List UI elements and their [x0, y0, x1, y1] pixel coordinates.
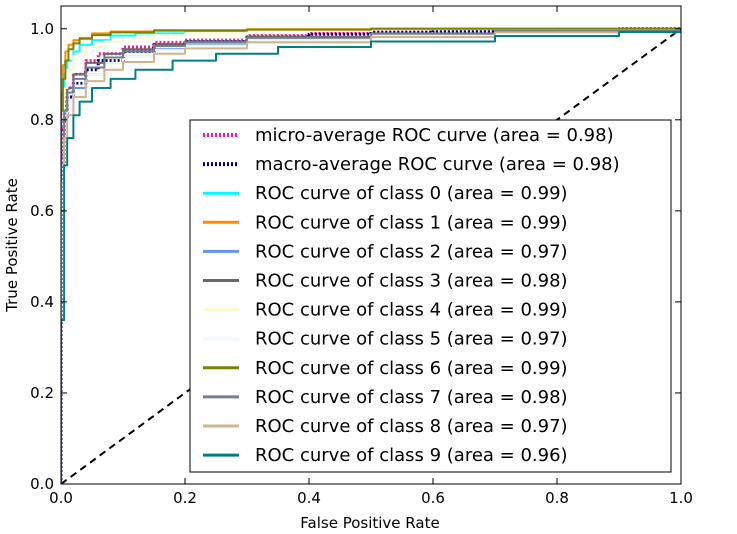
y-tick-label: 0.8	[30, 111, 54, 129]
y-tick-label: 0.2	[30, 384, 54, 402]
y-tick-label: 1.0	[30, 20, 54, 38]
x-tick-label: 0.4	[297, 489, 321, 507]
roc-curve-9	[61, 28, 681, 484]
legend-label-5: ROC curve of class 3 (area = 0.98)	[255, 271, 568, 292]
x-tick-label: 0.6	[421, 489, 445, 507]
x-tick-label: 0.8	[545, 489, 569, 507]
roc-curve-10	[61, 28, 681, 484]
roc-curve-6	[61, 28, 681, 484]
roc-curve-11	[61, 28, 681, 484]
legend-label-7: ROC curve of class 5 (area = 0.97)	[255, 329, 568, 350]
y-axis: 0.0 0.2 0.4 0.6 0.8 1.0	[30, 20, 681, 493]
plot-curves	[61, 27, 681, 484]
legend-box	[189, 119, 672, 473]
legend-label-0: micro-average ROC curve (area = 0.98)	[255, 125, 614, 146]
legend-label-11: ROC curve of class 9 (area = 0.96)	[255, 445, 568, 466]
x-tick-label: 1.0	[669, 489, 693, 507]
legend-label-9: ROC curve of class 7 (area = 0.98)	[255, 387, 568, 408]
y-axis-label: True Positive Rate	[3, 178, 21, 313]
roc-curve-8	[61, 27, 681, 484]
legend-label-10: ROC curve of class 8 (area = 0.97)	[255, 416, 568, 437]
y-tick-label: 0.0	[30, 475, 54, 493]
legend-label-2: ROC curve of class 0 (area = 0.99)	[255, 183, 568, 204]
legend: micro-average ROC curve (area = 0.98) mac…	[189, 119, 672, 473]
y-tick-label: 0.4	[30, 293, 54, 311]
legend-label-1: macro-average ROC curve (area = 0.98)	[255, 154, 620, 175]
y-tick-label: 0.6	[30, 202, 54, 220]
x-axis: 0.0 0.2 0.4 0.6 0.8 1.0	[49, 6, 693, 507]
legend-label-3: ROC curve of class 1 (area = 0.99)	[255, 212, 568, 233]
x-tick-label: 0.0	[49, 489, 73, 507]
plot-frame	[60, 5, 682, 485]
legend-label-6: ROC curve of class 4 (area = 0.99)	[255, 300, 568, 321]
x-axis-label: False Positive Rate	[300, 514, 439, 532]
legend-label-4: ROC curve of class 2 (area = 0.97)	[255, 241, 568, 262]
x-tick-label: 0.2	[173, 489, 197, 507]
legend-label-8: ROC curve of class 6 (area = 0.99)	[255, 358, 568, 379]
